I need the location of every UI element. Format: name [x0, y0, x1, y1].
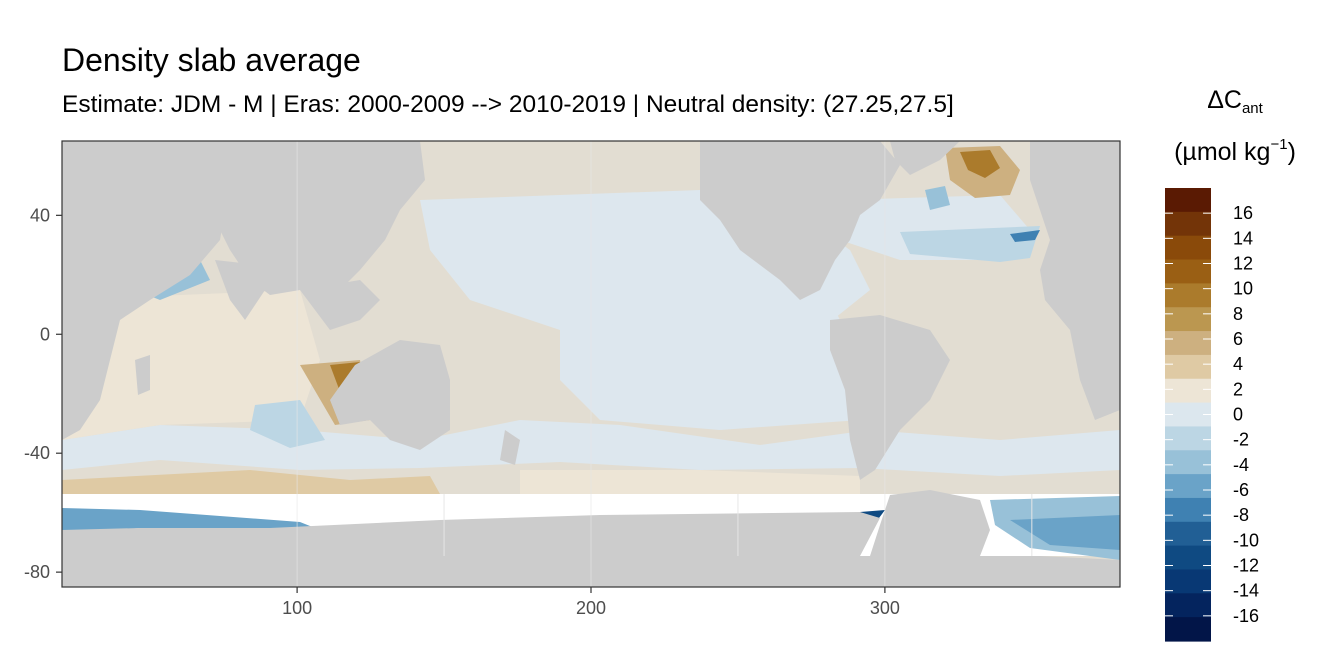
- x-tick-label: 300: [870, 598, 900, 618]
- region-east-pacific: [560, 300, 860, 430]
- legend-swatch: [1165, 283, 1211, 308]
- legend-label: -16: [1233, 606, 1259, 626]
- color-legend: 16 14 12 10 8 6 4 2 0 -2 -4 -6 -8 -10 -12 -14 -16: [1165, 188, 1259, 642]
- legend-label: 0: [1233, 405, 1243, 425]
- region-north-atlantic-core: [960, 150, 1000, 178]
- land-greenland: [890, 141, 960, 175]
- region-indian-blue-south: [250, 400, 325, 448]
- legend-label: -4: [1233, 455, 1249, 475]
- region-weddell-deep: [1010, 515, 1120, 550]
- land-australia: [330, 340, 450, 450]
- legend-label: 8: [1233, 304, 1243, 324]
- legend-label: -14: [1233, 581, 1259, 601]
- legend-swatch: [1165, 497, 1211, 523]
- legend-label: 16: [1233, 203, 1253, 223]
- map-panel: [62, 141, 1120, 587]
- land-southeast-asia: [300, 280, 380, 330]
- legend-swatch: [1165, 235, 1211, 261]
- land-north-america: [700, 141, 900, 300]
- land-india: [215, 260, 265, 320]
- land-antarctic-peninsula: [870, 490, 990, 556]
- region-north-atlantic-blue: [900, 226, 1040, 262]
- legend-title: ΔCant: [1207, 86, 1263, 117]
- y-tick-label: -80: [24, 562, 50, 582]
- legend-swatch: [1165, 617, 1211, 642]
- legend-swatch: [1165, 474, 1211, 499]
- legend-swatch: [1165, 378, 1211, 404]
- region-southern-tan-band: [62, 470, 440, 494]
- region-labrador-blue: [925, 186, 950, 210]
- grid-lines: [296, 141, 1033, 587]
- legend-label: -10: [1233, 530, 1259, 550]
- legend-swatch: [1165, 188, 1211, 213]
- legend-swatch: [1165, 307, 1211, 332]
- legend-swatch: [1165, 211, 1211, 237]
- land-africa-east: [62, 141, 230, 440]
- legend-unit: (µmol kg−1): [1174, 136, 1296, 166]
- y-tick-label: -40: [24, 443, 50, 463]
- legend-label: 6: [1233, 329, 1243, 349]
- legend-swatch: [1165, 331, 1211, 356]
- y-tick-label: 40: [30, 205, 50, 225]
- x-tick-label: 200: [576, 598, 606, 618]
- legend-label: -8: [1233, 505, 1249, 525]
- land-new-zealand: [500, 430, 520, 465]
- legend-swatch: [1165, 569, 1211, 594]
- land-asia: [200, 141, 425, 300]
- land-europe-africa-west: [1030, 141, 1120, 420]
- region-gulf-stream: [1010, 230, 1040, 242]
- chart-title: Density slab average: [62, 42, 361, 78]
- x-tick-label: 100: [282, 598, 312, 618]
- legend-label: 4: [1233, 354, 1243, 374]
- legend-label: -6: [1233, 480, 1249, 500]
- legend-swatch: [1165, 545, 1211, 571]
- legend-swatch: [1165, 450, 1211, 475]
- legend-label: 12: [1233, 254, 1253, 274]
- legend-swatch: [1165, 426, 1211, 451]
- legend-swatch: [1165, 593, 1211, 618]
- legend-label: 10: [1233, 279, 1253, 299]
- legend-label: -12: [1233, 556, 1259, 576]
- legend-label: 2: [1233, 379, 1243, 399]
- land-south-america: [830, 315, 950, 480]
- y-tick-label: 0: [40, 324, 50, 344]
- legend-swatch: [1165, 354, 1211, 380]
- legend-swatch: [1165, 521, 1211, 547]
- legend-label: -2: [1233, 430, 1249, 450]
- region-south-pacific-tan: [520, 470, 860, 494]
- land-madagascar: [135, 355, 150, 395]
- chart-subtitle: Estimate: JDM - M | Eras: 2000-2009 --> …: [62, 91, 954, 118]
- legend-label: 14: [1233, 228, 1253, 248]
- land-masses: [62, 141, 1120, 587]
- region-indian-tan: [62, 290, 320, 440]
